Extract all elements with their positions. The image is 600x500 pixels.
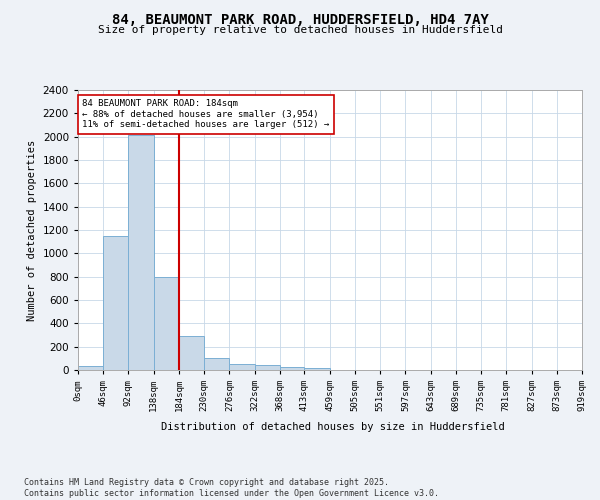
- Bar: [254, 366, 280, 370]
- Bar: [280, 366, 304, 370]
- Bar: [103, 236, 128, 370]
- Text: Contains HM Land Registry data © Crown copyright and database right 2025.
Contai: Contains HM Land Registry data © Crown c…: [24, 478, 439, 498]
- Text: Size of property relative to detached houses in Huddersfield: Size of property relative to detached ho…: [97, 25, 503, 35]
- Text: 84 BEAUMONT PARK ROAD: 184sqm
← 88% of detached houses are smaller (3,954)
11% o: 84 BEAUMONT PARK ROAD: 184sqm ← 88% of d…: [82, 100, 329, 129]
- Bar: [304, 368, 330, 370]
- Bar: [204, 358, 229, 370]
- Bar: [229, 364, 254, 370]
- Bar: [78, 366, 103, 370]
- Y-axis label: Number of detached properties: Number of detached properties: [27, 140, 37, 320]
- Text: Distribution of detached houses by size in Huddersfield: Distribution of detached houses by size …: [161, 422, 505, 432]
- Bar: [179, 336, 204, 370]
- Bar: [128, 136, 154, 370]
- Bar: [154, 276, 179, 370]
- Text: 84, BEAUMONT PARK ROAD, HUDDERSFIELD, HD4 7AY: 84, BEAUMONT PARK ROAD, HUDDERSFIELD, HD…: [112, 12, 488, 26]
